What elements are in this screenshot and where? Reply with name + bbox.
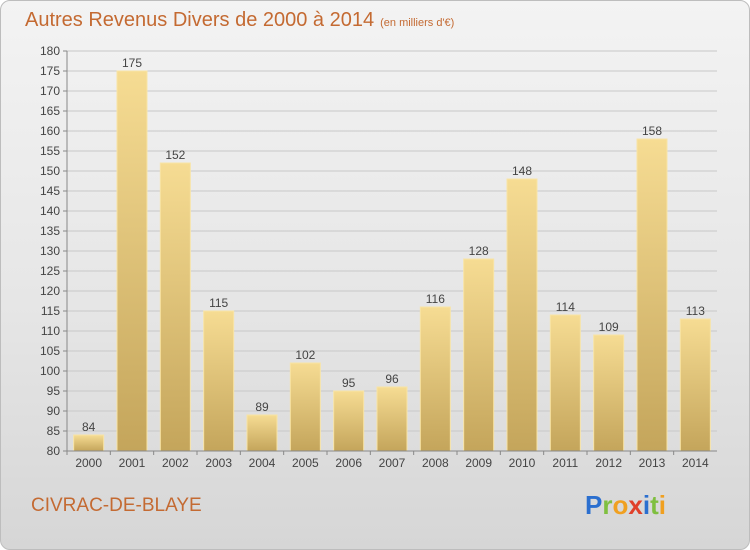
value-label: 113	[686, 304, 705, 318]
bar-2007	[376, 386, 408, 452]
x-tick-label: 2003	[205, 456, 232, 470]
x-tick-label: 2014	[682, 456, 709, 470]
y-tick-label: 85	[47, 424, 61, 438]
value-label: 109	[599, 320, 619, 334]
bar-2001	[116, 70, 148, 452]
x-tick-label: 2000	[75, 456, 102, 470]
logo-letter: r	[602, 490, 613, 520]
bar-2014	[679, 318, 711, 452]
bar-2008	[419, 306, 451, 452]
value-label: 128	[469, 244, 489, 258]
y-tick-label: 115	[41, 304, 60, 318]
y-tick-label: 130	[40, 244, 60, 258]
y-tick-label: 80	[47, 444, 61, 458]
bar-2006	[333, 390, 365, 452]
value-label: 158	[642, 124, 662, 138]
proxiti-logo[interactable]: Proxiti	[585, 490, 666, 521]
y-tick-label: 105	[40, 344, 60, 358]
chart-title: Autres Revenus Divers de 2000 à 2014 (en …	[25, 9, 454, 32]
bar-2010	[506, 178, 538, 452]
value-label: 96	[385, 372, 399, 386]
bar-2004	[246, 414, 278, 452]
y-tick-label: 160	[40, 124, 60, 138]
value-label: 95	[342, 376, 356, 390]
bar-2000	[73, 434, 105, 452]
y-tick-label: 135	[40, 224, 60, 238]
logo-letter: x	[628, 490, 643, 520]
value-label: 102	[295, 348, 315, 362]
bar-2011	[549, 314, 581, 452]
bar-2003	[203, 310, 235, 452]
logo-letter: i	[642, 490, 651, 520]
y-tick-label: 90	[47, 404, 61, 418]
value-label: 84	[82, 420, 96, 434]
y-tick-label: 125	[40, 264, 60, 278]
bar-2009	[463, 258, 495, 452]
x-tick-label: 2008	[422, 456, 449, 470]
x-tick-label: 2002	[162, 456, 189, 470]
y-tick-label: 120	[40, 284, 60, 298]
value-label: 175	[122, 56, 142, 70]
bar-2002	[159, 162, 191, 452]
value-label: 89	[255, 400, 269, 414]
y-tick-label: 95	[47, 384, 61, 398]
y-tick-label: 150	[40, 164, 60, 178]
x-tick-label: 2004	[249, 456, 276, 470]
y-tick-label: 175	[40, 64, 60, 78]
x-tick-label: 2001	[119, 456, 146, 470]
x-tick-label: 2011	[552, 456, 578, 470]
y-tick-label: 100	[40, 364, 60, 378]
value-label: 116	[426, 292, 445, 306]
value-label: 148	[512, 164, 532, 178]
x-tick-label: 2006	[335, 456, 362, 470]
logo-letter: o	[612, 490, 629, 520]
value-label: 152	[165, 148, 185, 162]
y-tick-label: 140	[40, 204, 60, 218]
logo-letter: t	[650, 490, 659, 520]
x-tick-label: 2010	[509, 456, 536, 470]
title-text: Autres Revenus Divers de 2000 à 2014	[25, 9, 375, 31]
bar-2005	[289, 362, 321, 452]
y-tick-label: 110	[41, 324, 60, 338]
value-label: 114	[556, 300, 575, 314]
y-tick-label: 180	[40, 44, 60, 58]
commune-name: CIVRAC-DE-BLAYE	[31, 495, 202, 516]
x-tick-label: 2005	[292, 456, 319, 470]
y-tick-label: 155	[40, 144, 60, 158]
bar-2012	[593, 334, 625, 452]
logo-letter: i	[658, 490, 666, 520]
x-tick-label: 2007	[379, 456, 406, 470]
bar-2013	[636, 138, 668, 452]
y-tick-label: 170	[40, 84, 60, 98]
x-tick-label: 2012	[595, 456, 622, 470]
title-unit: (en milliers d'€)	[380, 17, 455, 29]
x-tick-label: 2009	[465, 456, 492, 470]
value-label: 115	[209, 296, 228, 310]
y-tick-label: 145	[40, 184, 60, 198]
logo-letter: P	[585, 490, 603, 520]
x-tick-label: 2013	[639, 456, 666, 470]
y-tick-label: 165	[40, 104, 60, 118]
